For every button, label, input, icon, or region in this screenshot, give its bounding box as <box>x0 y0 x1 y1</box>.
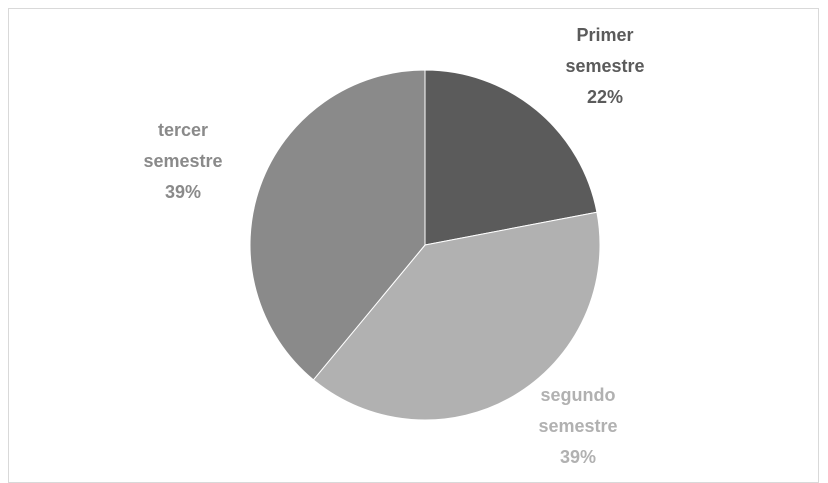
category-label: tercer semestre <box>143 120 223 171</box>
data-label: Primer semestre 22% <box>540 20 670 113</box>
pie-slice <box>312 211 601 421</box>
value-label: 39% <box>164 182 202 202</box>
pie-slice <box>249 69 426 381</box>
value-label: 39% <box>559 447 597 467</box>
data-label: tercer semestre 39% <box>118 115 248 208</box>
category-label: segundo semestre <box>538 385 618 436</box>
value-label: 22% <box>586 87 624 107</box>
data-label: segundo semestre 39% <box>513 380 643 473</box>
category-label: Primer semestre <box>565 25 645 76</box>
pie-slice <box>424 69 598 246</box>
